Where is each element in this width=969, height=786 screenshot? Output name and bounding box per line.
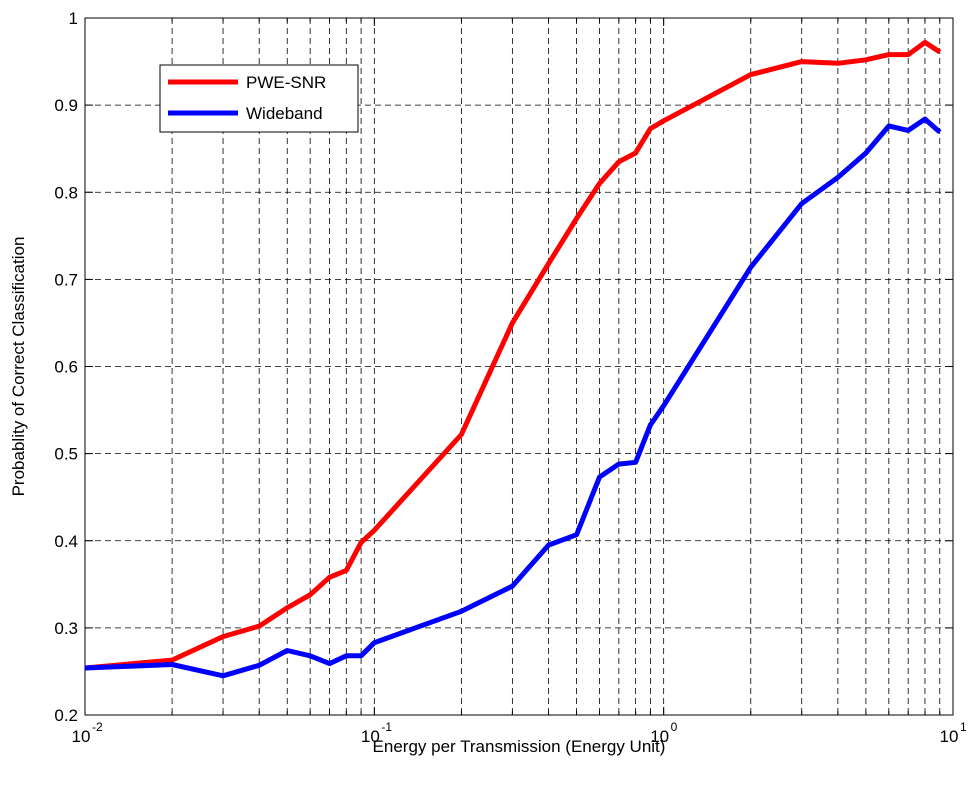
y-tick-label: 0.7 xyxy=(54,270,78,289)
y-tick-label: 0.8 xyxy=(54,183,78,202)
x-tick-exponent: -2 xyxy=(92,720,103,734)
x-tick-exponent: 1 xyxy=(960,720,967,734)
tick-marks xyxy=(84,17,953,716)
legend-label-wideband: Wideband xyxy=(246,104,323,123)
legend-box xyxy=(159,64,359,133)
x-tick-base: 10 xyxy=(72,727,91,746)
x-tick-base: 10 xyxy=(650,727,669,746)
x-tick-label: 10 1 xyxy=(940,720,967,746)
y-tick-label: 0.5 xyxy=(54,445,78,464)
x-tick-base: 10 xyxy=(361,727,380,746)
y-axis-title: Probablity of Correct Classification xyxy=(9,237,28,497)
x-tick-label: 10 -2 xyxy=(72,720,103,746)
grid xyxy=(85,18,953,715)
x-tick-label: 10 -1 xyxy=(361,720,392,746)
y-tick-label: 0.2 xyxy=(54,706,78,725)
y-tick-label: 0.4 xyxy=(54,532,78,551)
x-tick-exponent: -1 xyxy=(381,720,392,734)
x-axis-title: Energy per Transmission (Energy Unit) xyxy=(373,737,666,756)
x-tick-base: 10 xyxy=(940,727,959,746)
x-tick-exponent: 0 xyxy=(671,720,678,734)
y-tick-label: 0.9 xyxy=(54,96,78,115)
series-layer xyxy=(84,39,942,679)
series-line-pwe-snr xyxy=(84,39,942,671)
legend-label-pwe-snr: PWE-SNR xyxy=(246,73,326,92)
y-tick-label: 0.6 xyxy=(54,358,78,377)
series-line-wideband xyxy=(84,116,942,679)
y-tick-label: 0.3 xyxy=(54,619,78,638)
y-tick-label: 1 xyxy=(69,9,78,28)
legend: PWE-SNR Wideband xyxy=(159,64,359,133)
x-tick-label: 10 0 xyxy=(650,720,677,746)
